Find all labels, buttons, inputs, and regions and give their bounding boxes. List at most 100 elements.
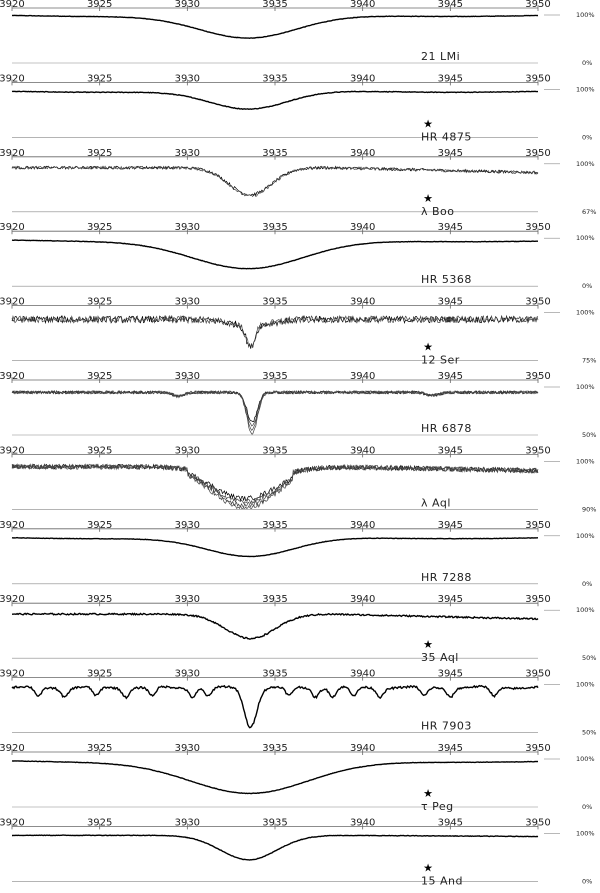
x-tick-label: 3935 — [262, 445, 287, 456]
spectrum-panel: 3920 3925 3930 3935 3940 3945 3950 100% 0% ★HR 48… — [0, 73, 595, 143]
star-name-label: 12 Ser — [421, 354, 460, 367]
x-tick-label: 3945 — [438, 222, 463, 233]
x-tick-label: 3940 — [350, 669, 375, 680]
top-percent-label: 100% — [576, 11, 595, 19]
spectrum-panel: 3920 3925 3930 3935 3940 3945 3950 100% 50% ★35 A… — [0, 594, 596, 664]
x-tick-label: 3925 — [87, 0, 112, 10]
x-tick-label: 3950 — [525, 222, 550, 233]
x-tick-label: 3920 — [0, 594, 25, 605]
x-tick-label: 3945 — [438, 371, 463, 382]
x-tick-label: 3925 — [87, 520, 112, 531]
spectrum-line — [11, 14, 539, 40]
spectrum-line — [11, 390, 539, 423]
top-percent-label: 100% — [576, 85, 595, 93]
x-tick-label: 3950 — [525, 73, 550, 84]
x-tick-label: 3945 — [438, 445, 463, 456]
x-tick-label: 3925 — [87, 73, 112, 84]
bottom-percent-label: 50% — [582, 431, 596, 439]
x-tick-label: 3935 — [262, 594, 287, 605]
x-tick-label: 3945 — [438, 297, 463, 308]
x-tick-label: 3945 — [438, 594, 463, 605]
x-tick-label: 3935 — [262, 371, 287, 382]
x-tick-label: 3940 — [350, 222, 375, 233]
x-tick-label: 3935 — [262, 669, 287, 680]
x-tick-label: 3925 — [87, 817, 112, 828]
x-tick-label: 3920 — [0, 669, 25, 680]
bottom-percent-label: 0% — [582, 580, 592, 588]
spectrum-line — [11, 389, 539, 431]
bottom-percent-label: 50% — [582, 654, 596, 662]
x-tick-label: 3930 — [175, 520, 200, 531]
star-name-label: HR 4875 — [421, 130, 472, 143]
spectrum-panel: 3920 3925 3930 3935 3940 3945 3950 100% 0% ★τ Peg — [0, 743, 595, 813]
x-tick-label: 3940 — [350, 0, 375, 10]
x-tick-label: 3935 — [262, 520, 287, 531]
x-tick-label: 3935 — [262, 0, 287, 10]
x-tick-label: 3940 — [350, 73, 375, 84]
spectrum-line — [11, 314, 539, 349]
spectrum-line — [11, 760, 539, 795]
spectrum-line — [12, 612, 539, 640]
spectrum-panel: 3920 3925 3930 3935 3940 3945 3950 100% 50% HR 79… — [0, 669, 596, 737]
star-name-label: 21 LMi — [421, 50, 460, 63]
x-tick-label: 3945 — [438, 148, 463, 159]
x-tick-label: 3930 — [175, 371, 200, 382]
spectrum-panel: 3920 3925 3930 3935 3940 3945 3950 100% 90% λ Aql — [0, 445, 596, 513]
x-tick-label: 3920 — [0, 743, 25, 754]
x-tick-label: 3940 — [350, 594, 375, 605]
x-tick-label: 3920 — [0, 0, 25, 10]
x-tick-label: 3930 — [175, 148, 200, 159]
top-percent-label: 100% — [576, 755, 595, 763]
x-tick-label: 3945 — [438, 817, 463, 828]
x-tick-label: 3930 — [175, 669, 200, 680]
x-tick-label: 3930 — [175, 743, 200, 754]
x-tick-label: 3935 — [262, 817, 287, 828]
spectrum-panel: 3920 3925 3930 3935 3940 3945 3950 100% 50% HR 68… — [0, 371, 596, 439]
star-name-label: HR 7903 — [421, 720, 472, 733]
x-tick-label: 3950 — [525, 594, 550, 605]
star-name-label: λ Boo — [421, 205, 455, 218]
x-tick-label: 3940 — [350, 743, 375, 754]
x-tick-label: 3935 — [262, 743, 287, 754]
x-tick-label: 3945 — [438, 669, 463, 680]
star-name-label: τ Peg — [421, 800, 454, 813]
x-tick-label: 3920 — [0, 371, 25, 382]
x-tick-label: 3925 — [87, 594, 112, 605]
x-tick-label: 3920 — [0, 445, 25, 456]
x-tick-label: 3940 — [350, 371, 375, 382]
spectrum-line — [11, 165, 539, 197]
x-tick-label: 3945 — [438, 0, 463, 10]
x-tick-label: 3930 — [175, 594, 200, 605]
x-tick-label: 3950 — [525, 0, 550, 10]
spectrum-panel: 3920 3925 3930 3935 3940 3945 3950 100% 0% HR 536… — [0, 222, 595, 290]
bottom-percent-label: 0% — [582, 282, 592, 290]
x-tick-label: 3930 — [175, 0, 200, 10]
x-tick-label: 3950 — [525, 148, 550, 159]
bottom-percent-label: 0% — [582, 877, 592, 885]
spectrum-line — [11, 463, 539, 510]
x-tick-label: 3940 — [350, 148, 375, 159]
x-tick-label: 3925 — [87, 743, 112, 754]
star-name-label: λ Aql — [421, 496, 451, 509]
x-tick-label: 3950 — [525, 371, 550, 382]
top-percent-label: 100% — [576, 681, 595, 689]
x-tick-label: 3940 — [350, 520, 375, 531]
x-tick-label: 3940 — [350, 445, 375, 456]
x-tick-label: 3920 — [0, 297, 25, 308]
spectrum-line — [11, 239, 538, 270]
x-tick-label: 3920 — [0, 148, 25, 159]
bottom-percent-label: 0% — [582, 59, 592, 67]
x-tick-label: 3920 — [0, 222, 25, 233]
star-name-label: 15 And — [421, 874, 463, 887]
x-tick-label: 3945 — [438, 73, 463, 84]
top-percent-label: 100% — [576, 383, 595, 391]
x-tick-label: 3935 — [262, 297, 287, 308]
spectrum-line — [11, 314, 539, 349]
top-percent-label: 100% — [576, 606, 595, 614]
x-tick-label: 3930 — [175, 222, 200, 233]
spectrum-panel: 3920 3925 3930 3935 3940 3945 3950 100% 0% 21 LMi — [0, 0, 595, 67]
x-tick-label: 3925 — [87, 222, 112, 233]
x-tick-label: 3950 — [525, 817, 550, 828]
spectrum-panel: 3920 3925 3930 3935 3940 3945 3950 100% 67% ★λ Bo… — [0, 148, 596, 218]
